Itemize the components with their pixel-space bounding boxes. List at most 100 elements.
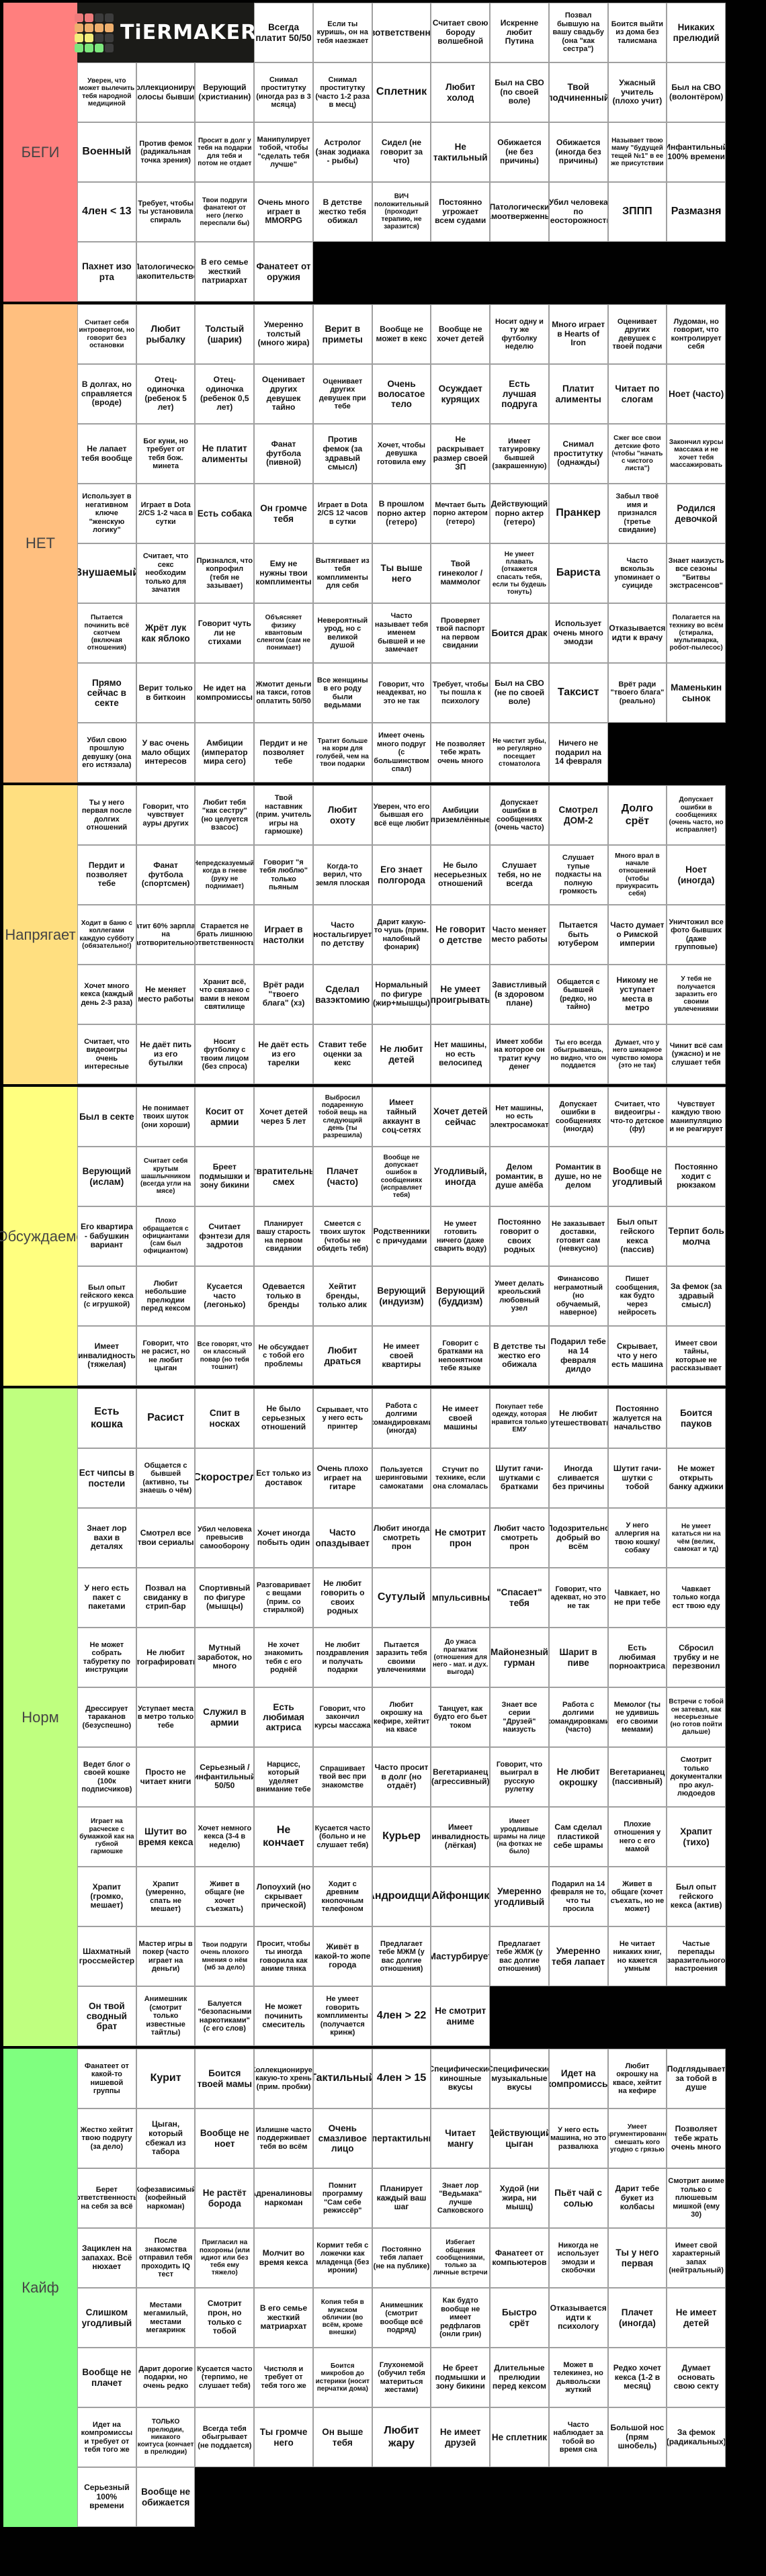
tier-item[interactable]: Считает, что секс необходим только для з…: [136, 543, 196, 603]
tier-item[interactable]: Не бреет подмышки и зону бикини: [431, 2348, 491, 2407]
tier-item[interactable]: Говорит, что выиграл в русскую рулетку: [490, 1747, 549, 1807]
tier-item[interactable]: Просит в долг у тебя на подарки для тебя…: [195, 122, 255, 182]
tier-item[interactable]: Не имеет своей машины: [431, 1388, 491, 1448]
tier-item[interactable]: Кусается часто (терпимо, не слушает тебя…: [195, 2348, 255, 2407]
tier-item[interactable]: Был опыт гейского кекса (пассив): [607, 1206, 667, 1266]
tier-item[interactable]: Забыл твоё имя и признался (третье свида…: [607, 484, 667, 543]
tier-item[interactable]: Имеет уродливые шрамы на лице (на фотках…: [490, 1807, 549, 1867]
tier-item[interactable]: Не сплетник: [490, 2407, 549, 2467]
tier-item[interactable]: Закончил курсы массажа и не хочет тебя м…: [667, 424, 726, 484]
tier-item[interactable]: Не любит детей: [372, 1024, 431, 1084]
tier-item[interactable]: Делом романтик, в душе амёба: [490, 1147, 549, 1206]
tier-item[interactable]: Толстый (шарик): [195, 304, 255, 364]
tier-label[interactable]: Норм: [3, 1388, 77, 2046]
tier-label[interactable]: Кайф: [3, 2049, 77, 2527]
tier-item[interactable]: Считает, что видеоигры очень интересные: [77, 1024, 136, 1084]
tier-item[interactable]: Большой нос (прям шнобель): [607, 2407, 667, 2467]
tier-item[interactable]: Фанатеет от компьютеров: [490, 2228, 549, 2288]
tier-item[interactable]: Смотрел все твои сериалы: [136, 1508, 196, 1568]
tier-item[interactable]: Верующий (ислам): [77, 1147, 136, 1206]
tier-item[interactable]: Уничтожил все фото бывших (даже групповы…: [667, 905, 726, 965]
tier-item[interactable]: До ужаса прагматик (отношения для него -…: [431, 1628, 491, 1687]
tier-item[interactable]: Любит драться: [312, 1326, 372, 1386]
tier-item[interactable]: Худой (ни жира, ни мышц): [490, 2168, 549, 2228]
tier-item[interactable]: Встречи с тобой он затевал, как несерьез…: [667, 1687, 726, 1747]
tier-item[interactable]: Любит часто смотреть прон: [490, 1508, 549, 1568]
tier-item[interactable]: Знает лор вахи в деталях: [77, 1508, 136, 1568]
tier-item[interactable]: Использует очень много эмодзи: [548, 603, 608, 663]
tier-item[interactable]: Молчит во время кекса: [254, 2228, 313, 2288]
tier-item[interactable]: Имеет инвалидность (лёгкая): [431, 1807, 491, 1867]
tier-item[interactable]: Твои подруги фанатеют от него (легко пер…: [195, 182, 255, 242]
tier-item[interactable]: Когда-то верил, что земля плоская: [312, 845, 372, 905]
tier-item[interactable]: Его квартира - бабушкин вариант: [77, 1206, 136, 1266]
tier-item[interactable]: Много играет в Hearts of Iron: [548, 304, 608, 364]
tier-item[interactable]: Умеренно угодливый: [490, 1867, 549, 1926]
tier-item[interactable]: Очень волосатое тело: [372, 364, 431, 424]
tier-item[interactable]: Был на СВО (волонтёром): [667, 62, 726, 122]
tier-item[interactable]: Часто опаздывает: [312, 1508, 372, 1568]
tier-item[interactable]: Верующий (христианин): [195, 62, 255, 122]
tier-item[interactable]: Коллекционирует волосы бывших: [136, 62, 196, 122]
tier-item[interactable]: Майонезный гурман: [490, 1628, 549, 1687]
tier-item[interactable]: Снимал проститутку (иногда раз в 3 мсяца…: [254, 62, 313, 122]
tier-item[interactable]: Лопоухий (но скрывает прической): [254, 1867, 313, 1926]
tier-item[interactable]: Не тактильный: [431, 122, 491, 182]
tier-item[interactable]: В его семье жесткий матриархат: [254, 2288, 313, 2348]
tier-item[interactable]: Знает все серии "Друзей" наизусть: [490, 1687, 549, 1747]
tier-item[interactable]: Часто просит в долг (но отдаёт): [372, 1747, 431, 1807]
tier-item[interactable]: Амбиции (приземлённые): [431, 785, 491, 845]
tier-item[interactable]: Берет ответственность на себя за всё: [77, 2168, 136, 2228]
tier-item[interactable]: Не лапает тебя вообще: [77, 424, 136, 484]
tier-item[interactable]: Подглядывает за тобой в душе: [667, 2049, 726, 2108]
tier-item[interactable]: Общается с бывшей (активно, ты знаешь о …: [136, 1448, 196, 1508]
tier-item[interactable]: Имеет инвалидность (тяжелая): [77, 1326, 136, 1386]
tier-item[interactable]: Инфантильный 100% времени: [667, 122, 726, 182]
tier-item[interactable]: Говорит чуть ли не стихами: [195, 603, 255, 663]
tier-item[interactable]: Бариста: [548, 543, 608, 603]
tier-item[interactable]: Кормит тебя с ложечки как младенца (без …: [312, 2228, 372, 2288]
tier-item[interactable]: Хейтит бренды, только алик: [312, 1266, 372, 1326]
tier-item[interactable]: Называет твою маму "будущей тещей №1" в …: [607, 122, 667, 182]
tier-item[interactable]: Никаких прелюдий: [667, 3, 726, 62]
tier-item[interactable]: Говорит, что закончил курсы массажа: [312, 1687, 372, 1747]
tier-item[interactable]: Умеет делать креольский любовный узел: [490, 1266, 549, 1326]
tier-item[interactable]: Знает лор "Ведьмака" лучше Сапковского: [431, 2168, 491, 2228]
tier-item[interactable]: Вытягивает из тебя комплименты для себя: [312, 543, 372, 603]
tier-item[interactable]: Спрашивает твой вес при знакомстве: [312, 1747, 372, 1807]
tier-item[interactable]: ТОЛЬКО прелюдии, никакого коитуса (конча…: [136, 2407, 196, 2467]
tier-item[interactable]: Все говорят, что он классный повар (но т…: [195, 1326, 255, 1386]
tier-item[interactable]: Бог куни, но требует от тебя бож. минета: [136, 424, 196, 484]
tier-item[interactable]: Был опыт гейского кекса (актив): [667, 1867, 726, 1926]
tier-item[interactable]: Пытается быть ютубером: [548, 905, 608, 965]
tier-item[interactable]: Смотрел ДОМ-2: [548, 785, 608, 845]
tier-item[interactable]: Допускает ошибки в сообщениях (иногда): [548, 1087, 608, 1147]
tier-item[interactable]: Не чистит зубы, но регулярно посещает ст…: [490, 723, 549, 783]
tier-item[interactable]: Чавкает, но не при тебе: [607, 1568, 667, 1628]
tier-item[interactable]: Длительные прелюдии перед кексом: [490, 2348, 549, 2407]
tier-item[interactable]: Имеет тайный аккаунт в соц-сетях: [372, 1087, 431, 1147]
tier-item[interactable]: В долгах, но справляется (вроде): [77, 364, 136, 424]
tier-item[interactable]: Считает, что видеоигры - что-то детское …: [607, 1087, 667, 1147]
tier-item[interactable]: Не говорит о детстве: [431, 905, 491, 965]
tier-item[interactable]: Ходит в баню с коллегами каждую субботу …: [77, 905, 136, 965]
tier-item[interactable]: Обижается (не без причины): [490, 122, 549, 182]
tier-item[interactable]: Он твой сводный брат: [77, 1986, 136, 2046]
tier-item[interactable]: У вас очень мало общих интересов: [136, 723, 196, 783]
tier-item[interactable]: Читает мангу: [431, 2108, 491, 2168]
tier-item[interactable]: Не любит говорить о своих родных: [312, 1568, 372, 1628]
tier-item[interactable]: Идет на компромиссы: [548, 2049, 608, 2108]
tier-item[interactable]: Осуждает курящих: [431, 364, 491, 424]
tier-item[interactable]: Есть кошка: [77, 1388, 136, 1448]
tier-item[interactable]: Говорит "я тебя люблю" только пьяным: [254, 845, 313, 905]
tier-item[interactable]: Требует, чтобы ты пошла к психологу: [431, 663, 491, 723]
tier-item[interactable]: Все женщины в его роду были ведьмами: [312, 663, 372, 723]
tier-item[interactable]: Не любит окрошку: [548, 1747, 608, 1807]
tier-item[interactable]: ЗППП: [607, 182, 667, 242]
tier-item[interactable]: Он выше тебя: [312, 2407, 372, 2467]
tier-item[interactable]: Действующий порно актер (гетеро): [490, 484, 549, 543]
tier-item[interactable]: Твой подчиненный: [548, 62, 608, 122]
tier-item[interactable]: Вообще не ноет: [195, 2108, 255, 2168]
tier-item[interactable]: Хочет много кекса (каждый день 2-3 раза): [77, 965, 136, 1024]
tier-item[interactable]: Размазня: [667, 182, 726, 242]
